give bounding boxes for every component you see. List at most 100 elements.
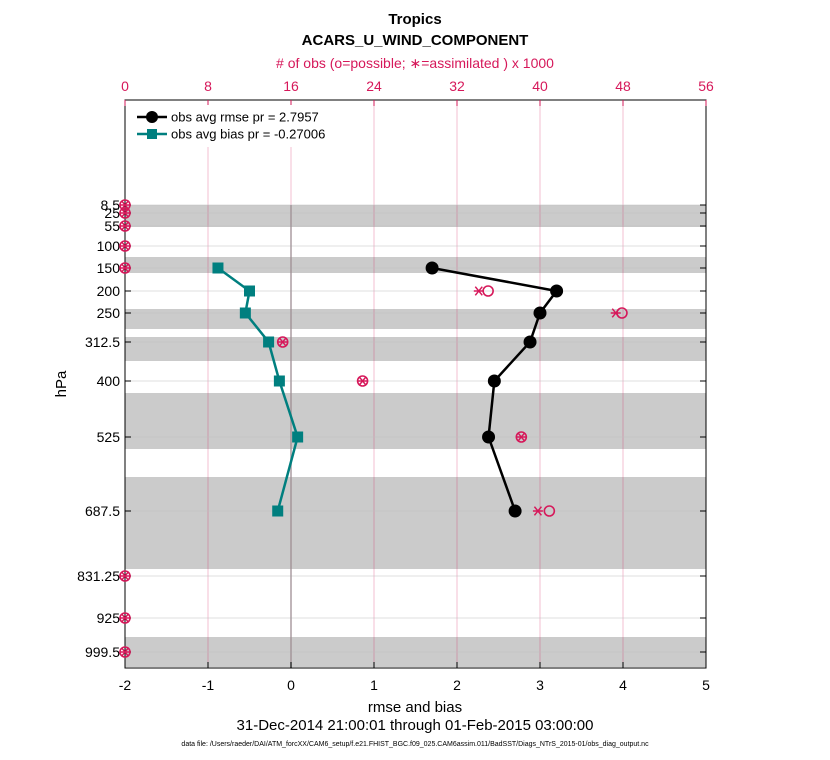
- grid: [125, 100, 706, 668]
- y-tick-label: 100: [97, 238, 121, 254]
- asterisk-stroke: [533, 506, 543, 516]
- top-tick-label: 16: [283, 78, 299, 94]
- legend-label-bias: obs avg bias pr = -0.27006: [171, 127, 325, 142]
- obs-assimilated-marker: [120, 208, 130, 218]
- x-tick-label: 2: [453, 677, 461, 693]
- x-tick-label: 0: [287, 677, 295, 693]
- legend-marker-circle: [146, 111, 158, 123]
- y-tick-label: 150: [97, 260, 121, 276]
- rmse-point: [482, 430, 496, 444]
- obs-assimilated-marker: [120, 241, 130, 251]
- legend-marker-square: [147, 129, 157, 139]
- obs-assimilated-marker: [473, 286, 484, 296]
- gray-band: [125, 257, 706, 273]
- y-tick-label: 25: [104, 205, 120, 221]
- rmse-point: [533, 306, 547, 320]
- data-layer: [119, 199, 628, 658]
- chart-title: Tropics: [388, 11, 441, 28]
- top-tick-label: 40: [532, 78, 548, 94]
- y-tick-label: 55: [104, 218, 120, 234]
- plot-frame: [124, 99, 707, 669]
- chart-subtitle: ACARS_U_WIND_COMPONENT: [302, 32, 529, 49]
- asterisk-stroke: [358, 376, 367, 386]
- obs-assimilated-marker: [357, 376, 368, 386]
- x-tick-label: 3: [536, 677, 544, 693]
- legend: obs avg rmse pr = 2.7957 obs avg bias pr …: [129, 105, 361, 147]
- obs-assimilated-marker: [120, 647, 130, 657]
- y-tick-label: 8.5: [101, 197, 121, 213]
- asterisk-stroke: [474, 286, 483, 296]
- bias-point: [263, 336, 275, 348]
- rmse-point: [523, 335, 537, 349]
- y-tick-label: 250: [97, 305, 121, 321]
- obs-assimilated-marker: [120, 200, 130, 210]
- y-tick-label: 999.5: [85, 644, 120, 660]
- top-tick-label: 0: [121, 78, 129, 94]
- y-tick-label: 312.5: [85, 334, 120, 350]
- rmse-line: [431, 266, 559, 512]
- rmse-point: [425, 261, 439, 275]
- asterisk-stroke: [278, 337, 287, 347]
- x-tick-label: -1: [202, 677, 215, 693]
- y-tick-label: 831.25: [77, 568, 120, 584]
- gray-band: [125, 477, 706, 569]
- bias-line: [217, 266, 299, 512]
- y-tick-label: 400: [97, 373, 121, 389]
- asterisk-stroke: [611, 308, 620, 318]
- top-tick-label: 32: [449, 78, 465, 94]
- bias-point: [212, 262, 224, 274]
- top-tick-label: 56: [698, 78, 714, 94]
- obs-assimilated-marker: [516, 432, 527, 442]
- obs-possible-marker: [543, 505, 556, 517]
- obs-assimilated-marker: [120, 613, 130, 623]
- gray-band: [125, 393, 706, 449]
- date-range: 31-Dec-2014 21:00:01 through 01-Feb-2015…: [237, 717, 594, 734]
- y-tick-label: 200: [97, 283, 121, 299]
- asterisk-stroke: [517, 432, 526, 442]
- top-axis-label: # of obs (o=possible; ∗=assimilated ) x …: [276, 55, 554, 71]
- asterisk-stroke: [120, 571, 130, 581]
- asterisk-stroke: [120, 647, 130, 657]
- bias-point: [244, 285, 255, 297]
- top-tick-label: 48: [615, 78, 631, 94]
- obs-assimilated-marker: [532, 506, 543, 516]
- obs-assimilated-marker: [120, 571, 130, 581]
- data-file-path: data file: /Users/raeder/DAI/ATM_forcXX/…: [181, 741, 649, 748]
- y-tick-label: 525: [97, 429, 121, 445]
- bias-point: [239, 307, 251, 319]
- x-tick-label: 5: [702, 677, 710, 693]
- asterisk-stroke: [120, 613, 130, 623]
- x-tick-label: -2: [119, 677, 132, 693]
- obs-assimilated-marker: [120, 221, 130, 231]
- asterisk-stroke: [120, 263, 130, 273]
- x-tick-label: 4: [619, 677, 627, 693]
- rmse-point: [508, 504, 522, 518]
- obs-assimilated-marker: [277, 337, 288, 347]
- y-tick-label: 687.5: [85, 503, 120, 519]
- gray-band: [125, 205, 706, 227]
- asterisk-stroke: [120, 200, 130, 210]
- x-tick-label: 1: [370, 677, 378, 693]
- asterisk-stroke: [120, 241, 130, 251]
- top-tick-label: 8: [204, 78, 212, 94]
- top-tick-label: 24: [366, 78, 382, 94]
- gray-band: [125, 309, 706, 329]
- bias-point: [272, 505, 284, 517]
- legend-label-rmse: obs avg rmse pr = 2.7957: [171, 110, 319, 125]
- legend-box: [129, 105, 361, 147]
- y-tick-label: 925: [97, 610, 121, 626]
- asterisk-stroke: [120, 221, 130, 231]
- rmse-point: [487, 374, 501, 388]
- rmse-point: [550, 284, 564, 298]
- gray-band: [125, 337, 706, 361]
- bias-point: [273, 375, 285, 387]
- asterisk-stroke: [120, 208, 130, 218]
- bias-point: [292, 431, 304, 443]
- gray-bands: [125, 205, 706, 667]
- y-axis-label: hPa: [53, 370, 70, 397]
- obs-assimilated-marker: [120, 263, 130, 273]
- x-axis-label: rmse and bias: [368, 699, 462, 716]
- obs-assimilated-marker: [610, 308, 621, 318]
